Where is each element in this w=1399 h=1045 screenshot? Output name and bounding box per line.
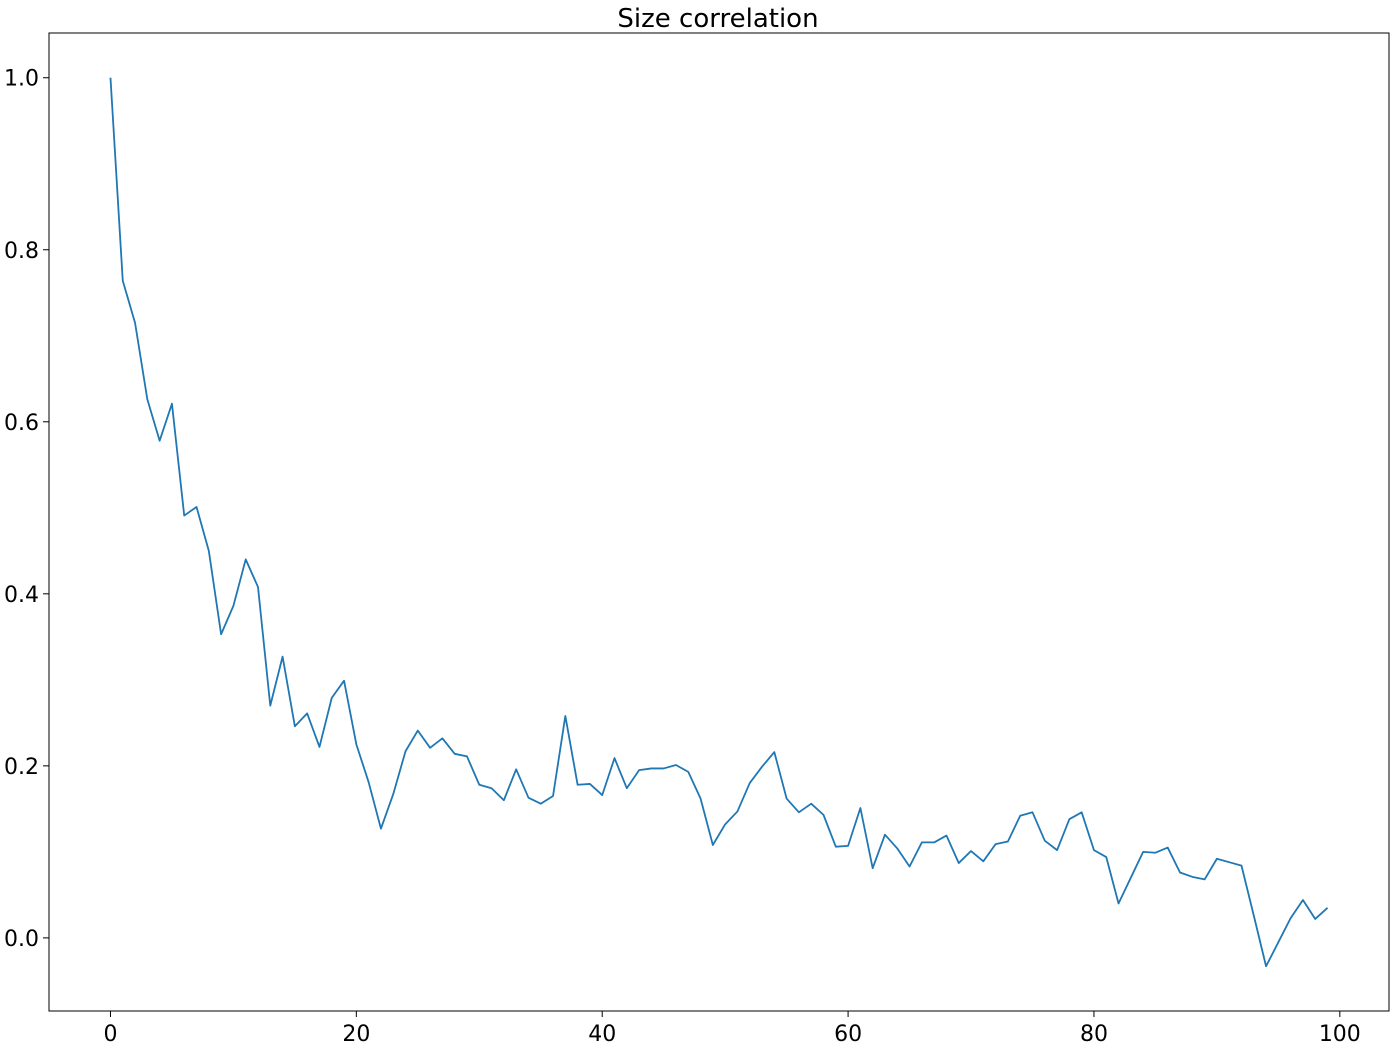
plot-area [109, 77, 1329, 968]
x-tick-label: 20 [342, 1022, 370, 1045]
y-tick-label: 1.0 [4, 67, 39, 92]
x-tick-label: 0 [103, 1022, 117, 1045]
series-line-0 [109, 77, 1329, 968]
y-tick-label: 0.2 [4, 755, 39, 780]
y-axis: 0.0 0.2 0.4 0.6 0.8 1.0 [4, 67, 49, 952]
y-tick-label: 0.8 [4, 239, 39, 264]
axes-frame [48, 32, 1390, 1012]
y-tick-label: 0.4 [4, 583, 39, 608]
y-tick-label: 0.0 [4, 927, 39, 952]
y-tick-label: 0.6 [4, 411, 39, 436]
x-tick-label: 40 [588, 1022, 616, 1045]
x-tick-label: 80 [1080, 1022, 1108, 1045]
chart-title: Size correlation [617, 4, 818, 34]
x-tick-label: 100 [1319, 1022, 1361, 1045]
x-axis: 0 20 40 60 80 100 [103, 1011, 1361, 1045]
x-tick-label: 60 [834, 1022, 862, 1045]
